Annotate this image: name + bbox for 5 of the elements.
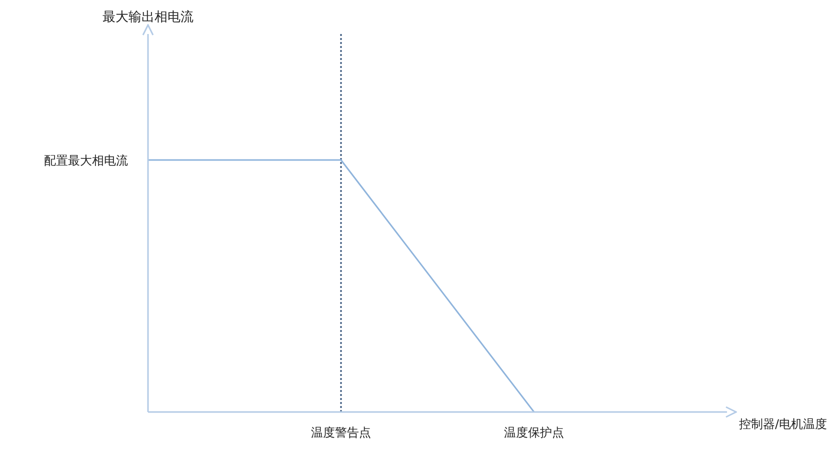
x-tick-label: 温度警告点 [311, 426, 371, 440]
text: 最大输出相电流 [102, 9, 194, 26]
text: 配置最大相电流 [44, 153, 128, 168]
x-tick-label: 温度保护点 [504, 426, 564, 440]
x-axis-title: 控制器/电机温度 [739, 416, 828, 433]
